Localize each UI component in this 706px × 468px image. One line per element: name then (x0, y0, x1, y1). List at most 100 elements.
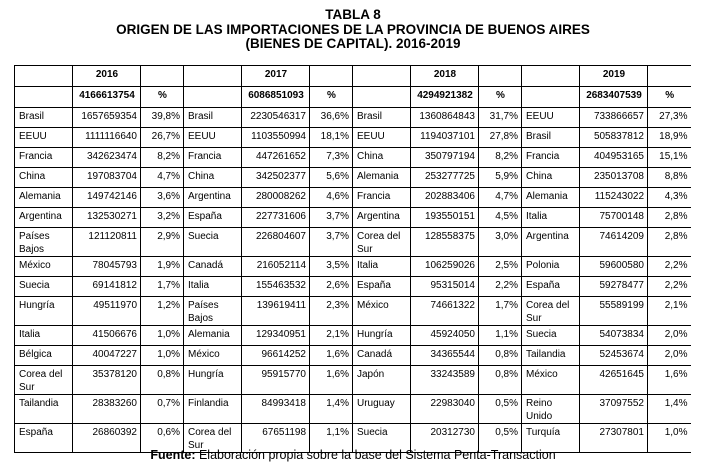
header-empty-cell (521, 86, 580, 108)
percent-cell: 2,0% (647, 325, 691, 346)
percent-cell: 18,9% (647, 127, 691, 148)
percent-cell: 2,2% (647, 256, 691, 277)
percent-cell: 2,8% (647, 207, 691, 228)
country-cell: Alemania (352, 167, 411, 188)
percent-cell: 3,7% (309, 227, 353, 257)
country-cell: Corea del Sur (14, 365, 73, 395)
value-cell: 1194037101 (410, 127, 479, 148)
value-cell: 75700148 (579, 207, 648, 228)
country-cell: Francia (352, 187, 411, 208)
year-header: 2017 (241, 65, 310, 87)
country-cell: Suecia (183, 227, 242, 257)
value-cell: 2230546317 (241, 107, 310, 128)
country-cell: Alemania (183, 325, 242, 346)
percent-cell: 1,6% (647, 365, 691, 395)
percent-cell: 1,6% (309, 365, 353, 395)
value-cell: 45924050 (410, 325, 479, 346)
value-cell: 74661322 (410, 296, 479, 326)
percent-cell: 3,5% (309, 256, 353, 277)
country-cell: EEUU (183, 127, 242, 148)
country-cell: Italia (521, 207, 580, 228)
percent-cell: 1,0% (140, 345, 184, 366)
value-cell: 404953165 (579, 147, 648, 168)
country-cell: Italia (352, 256, 411, 277)
source-label: Fuente: (150, 448, 196, 462)
value-cell: 49511970 (72, 296, 141, 326)
country-cell: EEUU (521, 107, 580, 128)
percent-cell: 2,8% (647, 227, 691, 257)
country-cell: México (521, 365, 580, 395)
imports-table: 2016 2017 2018 2019 4166613754% 6086851093% 42… (14, 65, 691, 453)
percent-cell: 2,2% (478, 276, 522, 297)
country-cell: Polonia (521, 256, 580, 277)
country-cell: Brasil (352, 107, 411, 128)
percent-cell: 27,3% (647, 107, 691, 128)
table-row: Bélgica 40047227 1,0% México 96614252 1,6% Can… (14, 345, 691, 366)
percent-cell: 8,2% (140, 147, 184, 168)
value-cell: 505837812 (579, 127, 648, 148)
percent-cell: 31,7% (478, 107, 522, 128)
header-empty-cell (183, 65, 242, 87)
country-cell: China (14, 167, 73, 188)
value-cell: 155463532 (241, 276, 310, 297)
country-cell: México (183, 345, 242, 366)
percent-cell: 4,7% (478, 187, 522, 208)
country-cell: Suecia (521, 325, 580, 346)
percent-cell: 26,7% (140, 127, 184, 148)
percent-cell: 2,9% (140, 227, 184, 257)
table-row: México 78045793 1,9% Canadá 216052114 3,5% Ita… (14, 256, 691, 277)
percent-cell: 1,7% (478, 296, 522, 326)
country-cell: Francia (14, 147, 73, 168)
value-cell: 193550151 (410, 207, 479, 228)
value-cell: 128558375 (410, 227, 479, 257)
country-cell: Hungría (14, 296, 73, 326)
value-cell: 227731606 (241, 207, 310, 228)
value-cell: 59600580 (579, 256, 648, 277)
year-header: 2018 (410, 65, 479, 87)
value-cell: 216052114 (241, 256, 310, 277)
percent-cell: 1,4% (309, 394, 353, 424)
percent-cell: 1,1% (478, 325, 522, 346)
header-empty-cell (352, 65, 411, 87)
source-note: Fuente: Elaboración propia sobre la base… (0, 448, 706, 462)
percent-cell: 1,7% (140, 276, 184, 297)
country-cell: España (352, 276, 411, 297)
header-row-totals: 4166613754% 6086851093% 4294921382% 2683407… (14, 86, 691, 108)
value-cell: 35378120 (72, 365, 141, 395)
country-cell: Argentina (14, 207, 73, 228)
year-header: 2016 (72, 65, 141, 87)
percent-cell: 0,6% (140, 423, 184, 453)
country-cell: Italia (183, 276, 242, 297)
country-cell: Alemania (14, 187, 73, 208)
country-cell: Brasil (183, 107, 242, 128)
percent-cell: 5,6% (309, 167, 353, 188)
country-cell: Japón (352, 365, 411, 395)
value-cell: 67651198 (241, 423, 310, 453)
value-cell: 733866657 (579, 107, 648, 128)
percent-cell: 15,1% (647, 147, 691, 168)
header-empty-cell (309, 65, 353, 87)
country-cell: Brasil (14, 107, 73, 128)
header-empty-cell (140, 65, 184, 87)
country-cell: China (352, 147, 411, 168)
source-text: Elaboración propia sobre la base del Sis… (195, 448, 556, 462)
value-cell: 202883406 (410, 187, 479, 208)
percent-cell: 1,1% (309, 423, 353, 453)
percent-cell: 27,8% (478, 127, 522, 148)
table-row: Suecia 69141812 1,7% Italia 155463532 2,6% Esp… (14, 276, 691, 297)
percent-cell: 1,0% (647, 423, 691, 453)
value-cell: 121120811 (72, 227, 141, 257)
title-line-1: TABLA 8 (325, 7, 381, 22)
country-cell: Reino Unido (521, 394, 580, 424)
value-cell: 197083704 (72, 167, 141, 188)
country-cell: Tailandia (521, 345, 580, 366)
percent-cell: 0,5% (478, 394, 522, 424)
value-cell: 115243022 (579, 187, 648, 208)
percent-cell: 1,2% (140, 296, 184, 326)
year-total: 6086851093 (241, 86, 310, 108)
value-cell: 37097552 (579, 394, 648, 424)
value-cell: 342502377 (241, 167, 310, 188)
value-cell: 1103550994 (241, 127, 310, 148)
percent-cell: 4,3% (647, 187, 691, 208)
value-cell: 106259026 (410, 256, 479, 277)
